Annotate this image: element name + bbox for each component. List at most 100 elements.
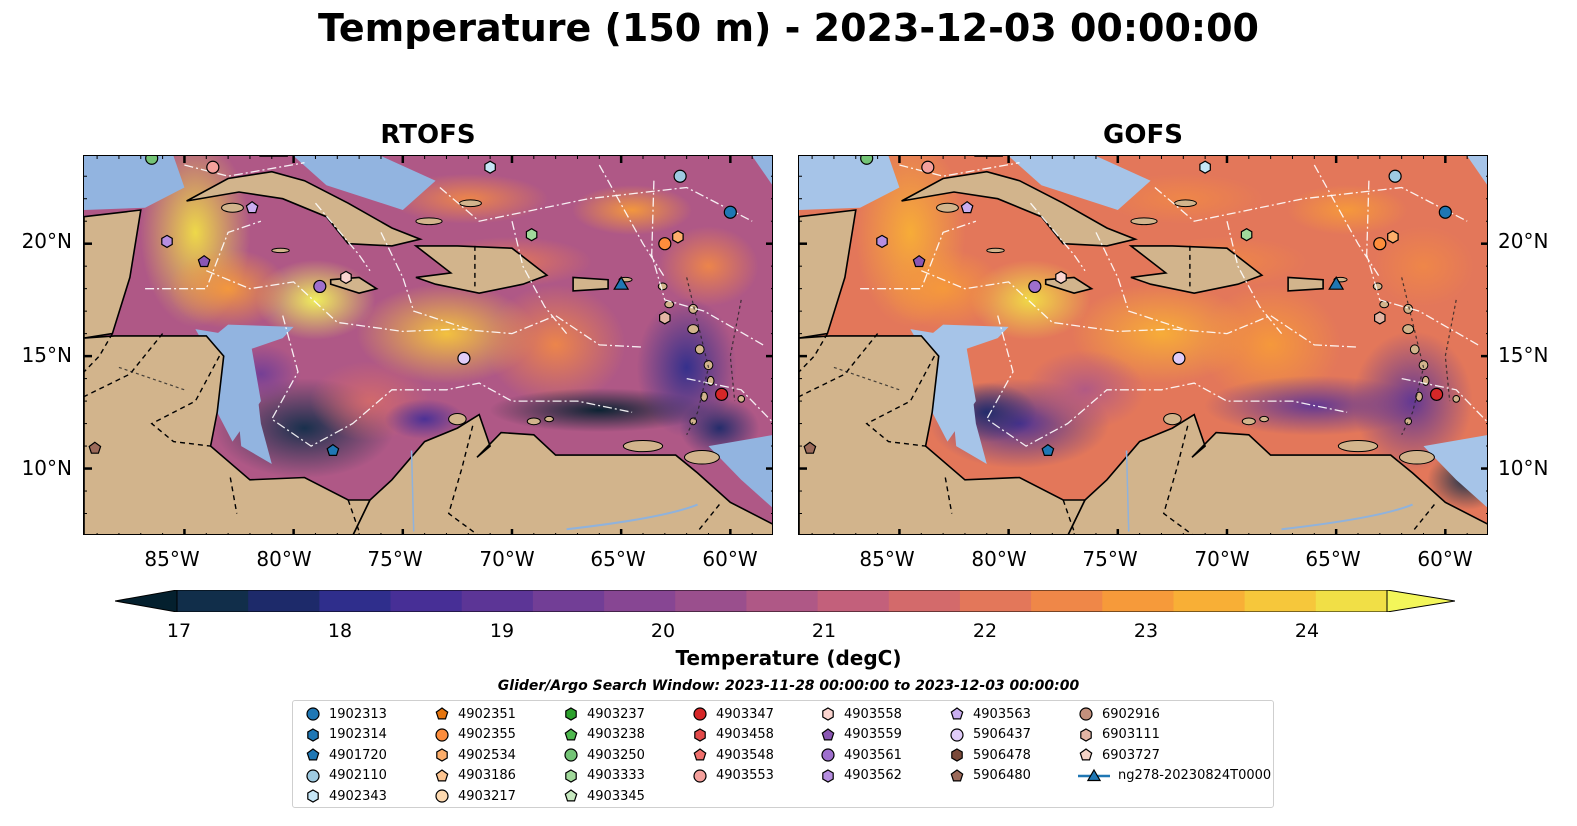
argo-float-marker[interactable] [313, 279, 327, 294]
legend-marker-icon [693, 748, 707, 761]
argo-float-marker[interactable] [1388, 169, 1402, 183]
legend-argo-marker[interactable] [821, 748, 835, 762]
legend-argo-marker[interactable] [565, 707, 577, 721]
legend-item: 4903553 [692, 766, 774, 786]
legend-item: 6903727 [1078, 745, 1160, 765]
argo-float-marker[interactable] [1041, 443, 1055, 456]
argo-float-marker[interactable] [197, 254, 211, 268]
argo-float-marker[interactable] [525, 228, 538, 242]
legend-argo-marker[interactable] [822, 707, 834, 721]
legend-argo-marker[interactable] [306, 748, 320, 761]
argo-float-marker[interactable] [1373, 237, 1387, 251]
legend-marker-icon [1079, 707, 1093, 721]
argo-float-marker[interactable] [484, 160, 496, 174]
temperature-anomaly [168, 248, 289, 329]
argo-float-marker[interactable] [206, 160, 220, 174]
legend-argo-marker[interactable] [693, 707, 707, 721]
lat-tick-label: 15°N [1498, 343, 1549, 367]
argo-float-marker[interactable] [960, 200, 974, 214]
legend-item-label: 4903186 [458, 768, 516, 784]
legend-argo-marker[interactable] [435, 727, 449, 742]
argo-float-marker[interactable] [326, 443, 340, 456]
argo-float-marker[interactable] [1055, 270, 1067, 285]
argo-float-marker[interactable] [860, 156, 874, 165]
argo-float-marker[interactable] [803, 441, 817, 454]
legend-argo-marker[interactable] [306, 707, 320, 721]
legend-argo-marker[interactable] [564, 748, 578, 762]
argo-float-marker[interactable] [673, 169, 687, 183]
legend-item: 4903250 [563, 745, 645, 765]
argo-float-marker[interactable] [723, 205, 737, 219]
legend-argo-marker[interactable] [693, 769, 707, 783]
glider-marker[interactable] [613, 276, 630, 290]
eez-boundary [206, 270, 644, 348]
argo-float-marker[interactable] [1199, 160, 1211, 174]
shallow-water [217, 324, 294, 350]
argo-float-marker[interactable] [912, 254, 926, 268]
eez-boundary [1226, 221, 1283, 335]
argo-float-marker[interactable] [658, 311, 671, 325]
legend-marker-icon [694, 727, 706, 742]
temperature-anomaly [1200, 284, 1341, 405]
eez-boundary [270, 315, 633, 447]
legend-argo-marker[interactable] [435, 707, 449, 720]
legend-argo-marker[interactable] [307, 727, 319, 742]
map-gofs[interactable] [798, 155, 1488, 535]
eez-boundary [860, 220, 977, 290]
argo-float-marker[interactable] [672, 230, 684, 244]
legend-marker-icon [436, 748, 448, 762]
argo-float-marker[interactable] [457, 351, 471, 365]
legend-marker-icon [950, 707, 964, 720]
legend-argo-marker[interactable] [436, 748, 448, 762]
argo-float-marker[interactable] [340, 270, 352, 285]
argo-float-marker[interactable] [1028, 279, 1042, 294]
legend-item: 4903458 [692, 725, 774, 745]
map-rtofs[interactable] [83, 155, 773, 535]
legend-argo-marker[interactable] [565, 769, 577, 783]
legend-argo-marker[interactable] [950, 707, 964, 720]
legend-marker-icon [565, 707, 577, 721]
argo-float-marker[interactable] [658, 237, 672, 251]
land-central [84, 335, 372, 534]
legend-argo-marker[interactable] [435, 769, 449, 782]
argo-float-marker[interactable] [88, 441, 102, 454]
panel-title-rtofs: RTOFS [380, 120, 476, 150]
argo-float-marker[interactable] [1373, 311, 1386, 325]
island [694, 344, 705, 355]
legend-argo-marker[interactable] [950, 727, 964, 742]
legend-argo-marker[interactable] [950, 769, 964, 782]
legend-argo-marker[interactable] [693, 748, 707, 761]
argo-float-marker[interactable] [1387, 230, 1399, 244]
argo-float-marker[interactable] [714, 387, 729, 401]
legend-glider-marker[interactable] [1086, 768, 1102, 781]
island [689, 417, 697, 426]
argo-float-marker[interactable] [1172, 351, 1186, 365]
legend-argo-marker[interactable] [1079, 748, 1093, 761]
argo-float-marker[interactable] [1429, 387, 1444, 401]
legend-argo-marker[interactable] [307, 789, 319, 804]
legend-argo-marker[interactable] [1079, 707, 1093, 721]
argo-float-marker[interactable] [876, 234, 888, 249]
legend-argo-marker[interactable] [435, 789, 449, 803]
legend-item-label: 4902351 [458, 706, 516, 722]
legend-item: 6902916 [1078, 704, 1160, 724]
legend-argo-marker[interactable] [306, 769, 320, 783]
legend-argo-marker[interactable] [822, 769, 834, 783]
legend-item: 4902355 [434, 725, 516, 745]
colorbar-segment [319, 590, 392, 612]
legend-argo-marker[interactable] [951, 748, 963, 762]
legend-argo-marker[interactable] [564, 789, 578, 802]
argo-float-marker[interactable] [245, 200, 259, 214]
legend-item: 4903558 [820, 704, 902, 724]
argo-float-marker[interactable] [1240, 228, 1253, 242]
argo-float-marker[interactable] [1438, 205, 1452, 219]
argo-float-marker[interactable] [921, 160, 935, 174]
legend-argo-marker[interactable] [694, 727, 706, 742]
glider-marker[interactable] [1328, 276, 1345, 290]
argo-float-marker[interactable] [161, 234, 173, 249]
legend-argo-marker[interactable] [821, 727, 835, 741]
shallow-water [708, 435, 772, 508]
legend-argo-marker[interactable] [1080, 727, 1092, 742]
argo-float-marker[interactable] [145, 156, 159, 165]
legend-argo-marker[interactable] [564, 727, 578, 741]
